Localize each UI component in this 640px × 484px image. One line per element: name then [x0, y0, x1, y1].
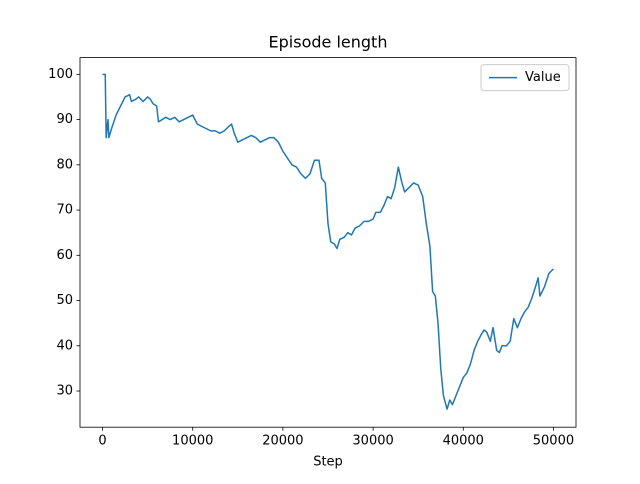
chart-title: Episode length [269, 33, 388, 52]
x-axis-label: Step [313, 455, 343, 470]
y-tick-label: 40 [56, 338, 73, 353]
y-tick-label: 100 [48, 67, 73, 82]
y-tick-label: 80 [56, 157, 73, 172]
x-tick-label: 50000 [533, 434, 574, 449]
plot-frame [79, 57, 577, 428]
y-tick-label: 30 [56, 384, 73, 399]
legend-label: Value [525, 70, 561, 85]
y-tick-label: 60 [56, 248, 73, 263]
x-tick-label: 10000 [172, 434, 213, 449]
x-tick-label: 20000 [262, 434, 303, 449]
x-tick-label: 30000 [352, 434, 393, 449]
y-tick-label: 50 [56, 293, 73, 308]
x-tick-label: 0 [98, 434, 106, 449]
x-tick-label: 40000 [443, 434, 484, 449]
legend-box [480, 64, 570, 92]
y-tick-label: 90 [56, 112, 73, 127]
y-tick-label: 70 [56, 203, 73, 218]
line-series [102, 73, 554, 410]
